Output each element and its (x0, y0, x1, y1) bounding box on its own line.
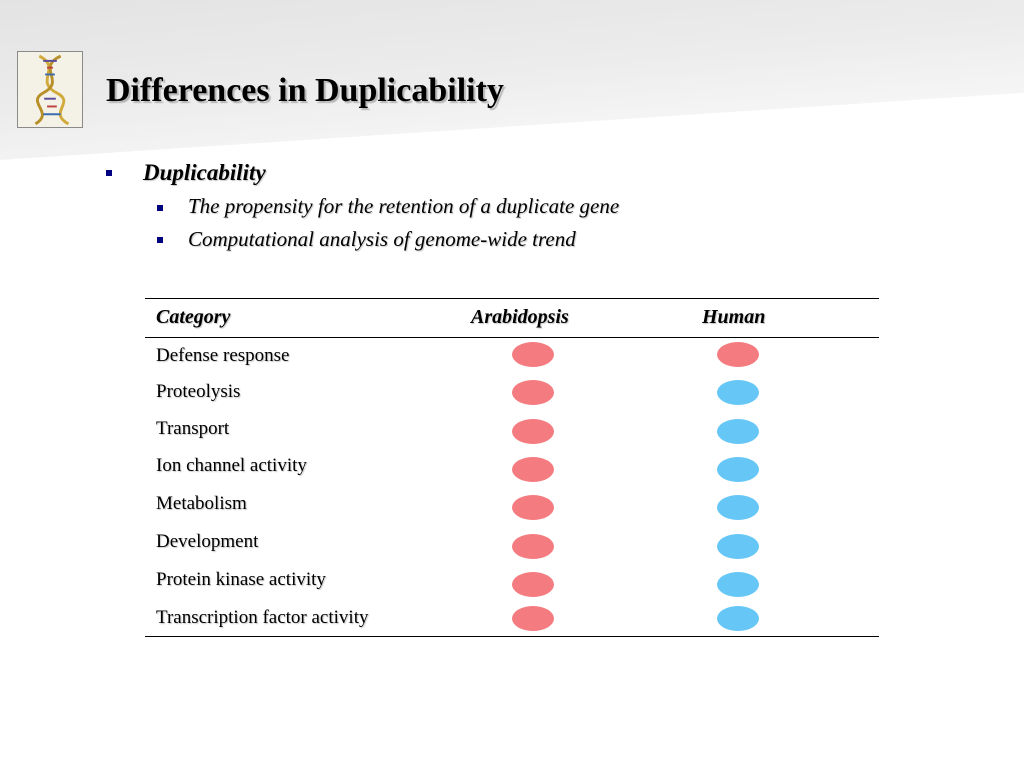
dna-helix-icon (17, 51, 83, 128)
bullet-marker (106, 170, 112, 176)
arabidopsis-indicator-dot (512, 495, 554, 520)
table-row-category: Development (156, 531, 259, 552)
arabidopsis-indicator-dot (512, 380, 554, 405)
table-row-category: Proteolysis (156, 381, 241, 402)
arabidopsis-indicator-dot (512, 534, 554, 559)
duplicability-table (145, 298, 879, 637)
arabidopsis-indicator-dot (512, 572, 554, 597)
human-indicator-dot (717, 457, 759, 482)
human-indicator-dot (717, 606, 759, 631)
arabidopsis-indicator-dot (512, 606, 554, 631)
bullet-level1: Duplicability (143, 160, 266, 185)
table-row-category: Metabolism (156, 493, 247, 514)
table-row-category: Protein kinase activity (156, 569, 326, 590)
human-indicator-dot (717, 380, 759, 405)
arabidopsis-indicator-dot (512, 419, 554, 444)
arabidopsis-indicator-dot (512, 342, 554, 367)
slide-title: Differences in Duplicability (106, 72, 504, 109)
human-indicator-dot (717, 534, 759, 559)
human-indicator-dot (717, 342, 759, 367)
column-header-category: Category (156, 306, 231, 328)
column-header-human: Human (702, 306, 766, 328)
table-row-category: Ion channel activity (156, 455, 307, 476)
bullet-level2-item: Computational analysis of genome-wide tr… (188, 227, 576, 251)
human-indicator-dot (717, 495, 759, 520)
human-indicator-dot (717, 419, 759, 444)
bullet-marker (157, 205, 163, 211)
table-header-divider (145, 337, 879, 338)
table-row-category: Transport (156, 418, 230, 439)
arabidopsis-indicator-dot (512, 457, 554, 482)
human-indicator-dot (717, 572, 759, 597)
table-row-category: Defense response (156, 345, 290, 366)
bullet-level2-item: The propensity for the retention of a du… (188, 194, 620, 218)
column-header-arabidopsis: Arabidopsis (471, 306, 569, 328)
bullet-marker (157, 237, 163, 243)
table-row-category: Transcription factor activity (156, 607, 369, 628)
